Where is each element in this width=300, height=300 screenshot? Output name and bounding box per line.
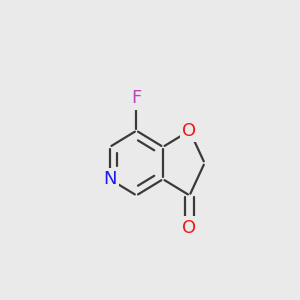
Text: O: O bbox=[182, 122, 197, 140]
Text: N: N bbox=[103, 170, 117, 188]
Text: O: O bbox=[182, 219, 197, 237]
Text: F: F bbox=[131, 89, 142, 107]
